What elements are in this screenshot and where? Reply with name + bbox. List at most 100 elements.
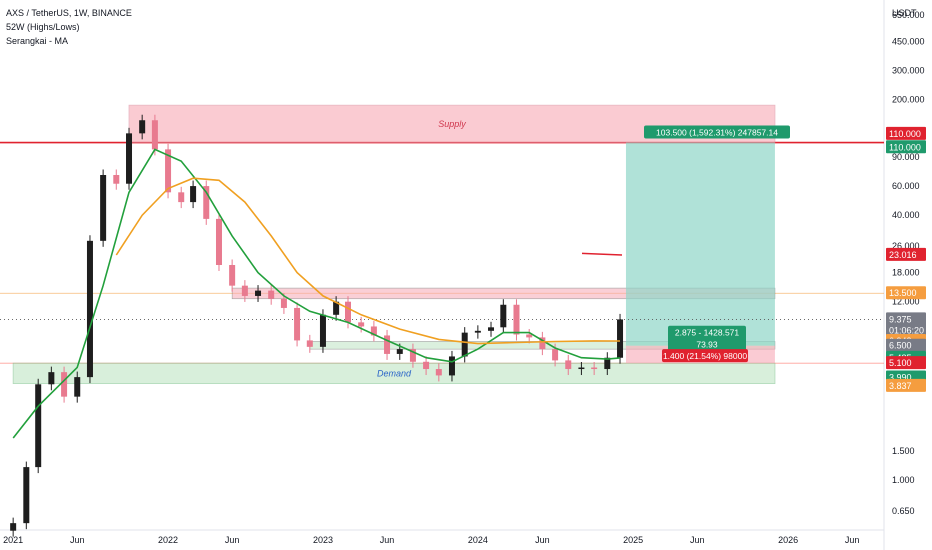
price-badge: [886, 286, 926, 300]
candle: [319, 314, 326, 347]
ma-slow-line: [115, 177, 621, 345]
x-tick-label: 2022: [158, 535, 178, 545]
candle: [435, 369, 442, 376]
candle: [35, 384, 42, 468]
price-badge-label: 3.990: [889, 372, 912, 382]
x-tick-label: 2023: [313, 535, 333, 545]
y-tick-label: 90.000: [892, 152, 920, 162]
price-badge-label: 110.000: [889, 129, 921, 139]
candle: [344, 301, 351, 323]
candle: [61, 372, 68, 397]
candle: [565, 360, 572, 370]
candle: [215, 218, 222, 265]
x-tick-label: Jun: [845, 535, 860, 545]
y-tick-label: 300.000: [892, 65, 925, 75]
candle: [241, 285, 248, 296]
y-tick-label: 60.000: [892, 181, 920, 191]
x-tick-label: Jun: [690, 535, 705, 545]
candle: [268, 290, 275, 299]
y-tick-label: 26.000: [892, 241, 920, 251]
candle: [448, 356, 455, 376]
candle: [423, 361, 430, 370]
ratio-sub-label: 73.93: [696, 340, 718, 350]
candle: [526, 334, 533, 338]
price-badge-label: 6.500: [889, 341, 912, 351]
candle: [178, 192, 185, 203]
candle: [578, 367, 585, 370]
price-badge: [886, 140, 926, 154]
x-tick-label: 2025: [623, 535, 643, 545]
candle: [74, 377, 81, 397]
y-tick-label: 0.650: [892, 506, 915, 516]
ratio-label-box: [668, 325, 746, 352]
candle: [139, 120, 146, 134]
candle: [384, 335, 391, 354]
candle: [461, 332, 468, 357]
candle: [409, 349, 416, 362]
demand-label: Demand: [377, 368, 412, 378]
candle: [552, 349, 559, 361]
candle: [539, 337, 546, 350]
candle: [190, 186, 197, 203]
candle: [203, 186, 210, 219]
candle: [500, 304, 507, 328]
candle: [10, 523, 17, 531]
candle: [48, 372, 55, 385]
y-tick-label: 1.500: [892, 446, 915, 456]
candle: [617, 319, 624, 358]
price-badge: [886, 126, 926, 140]
chart-title: AXS / TetherUS, 1W, BINANCE: [6, 8, 132, 18]
stop-label-box: [662, 349, 748, 363]
candle: [358, 322, 365, 327]
currency-label: USDT: [892, 8, 917, 18]
price-badge: [886, 356, 926, 370]
price-badge: [886, 312, 926, 337]
candle: [23, 467, 30, 524]
x-tick-label: Jun: [70, 535, 85, 545]
price-badge-label: 5.100: [889, 358, 912, 368]
y-tick-label: 12.000: [892, 297, 920, 307]
candle: [333, 301, 340, 315]
candle: [396, 349, 403, 354]
y-tick-label: 200.000: [892, 95, 925, 105]
candle: [604, 357, 611, 370]
indicator-52w[interactable]: 52W (Highs/Lows): [6, 22, 80, 32]
indicator-ma[interactable]: Serangkai - MA: [6, 36, 69, 46]
candle: [100, 175, 107, 241]
price-badge: [886, 378, 926, 392]
candle: [488, 327, 495, 331]
candle: [294, 307, 301, 341]
x-tick-label: 2021: [3, 535, 23, 545]
marker-line: [581, 252, 623, 256]
candle: [474, 330, 481, 333]
ratio-label: 2.875 - 1428.571: [675, 328, 740, 338]
candle: [165, 149, 172, 193]
price-badge: [886, 338, 926, 352]
y-tick-label: 40.000: [892, 210, 920, 220]
x-tick-label: 2024: [468, 535, 488, 545]
supply-label: Supply: [438, 119, 466, 129]
candle: [306, 340, 313, 347]
y-tick-label: 1.000: [892, 475, 915, 485]
candle: [126, 133, 133, 184]
price-badge: [886, 247, 926, 261]
x-tick-label: 2026: [778, 535, 798, 545]
candle: [591, 367, 598, 370]
candle: [255, 290, 262, 296]
candle: [513, 304, 520, 335]
target-label-box: [644, 125, 790, 139]
position-target-area: [625, 142, 775, 346]
target-label: 103.500 (1,592.31%) 247857.14: [656, 128, 778, 138]
demand-zone: [12, 362, 776, 385]
countdown-label: 01:06:20: [889, 325, 924, 335]
price-badge-label: 13.500: [889, 288, 917, 298]
y-tick-label: 450.000: [892, 36, 925, 46]
price-badge-label: 110.000: [889, 142, 921, 152]
candle: [86, 240, 93, 378]
candle: [370, 326, 377, 336]
y-tick-label: 18.000: [892, 268, 920, 278]
y-tick-label: 650.000: [892, 10, 925, 20]
price-badge-label: 9.375: [889, 314, 912, 324]
